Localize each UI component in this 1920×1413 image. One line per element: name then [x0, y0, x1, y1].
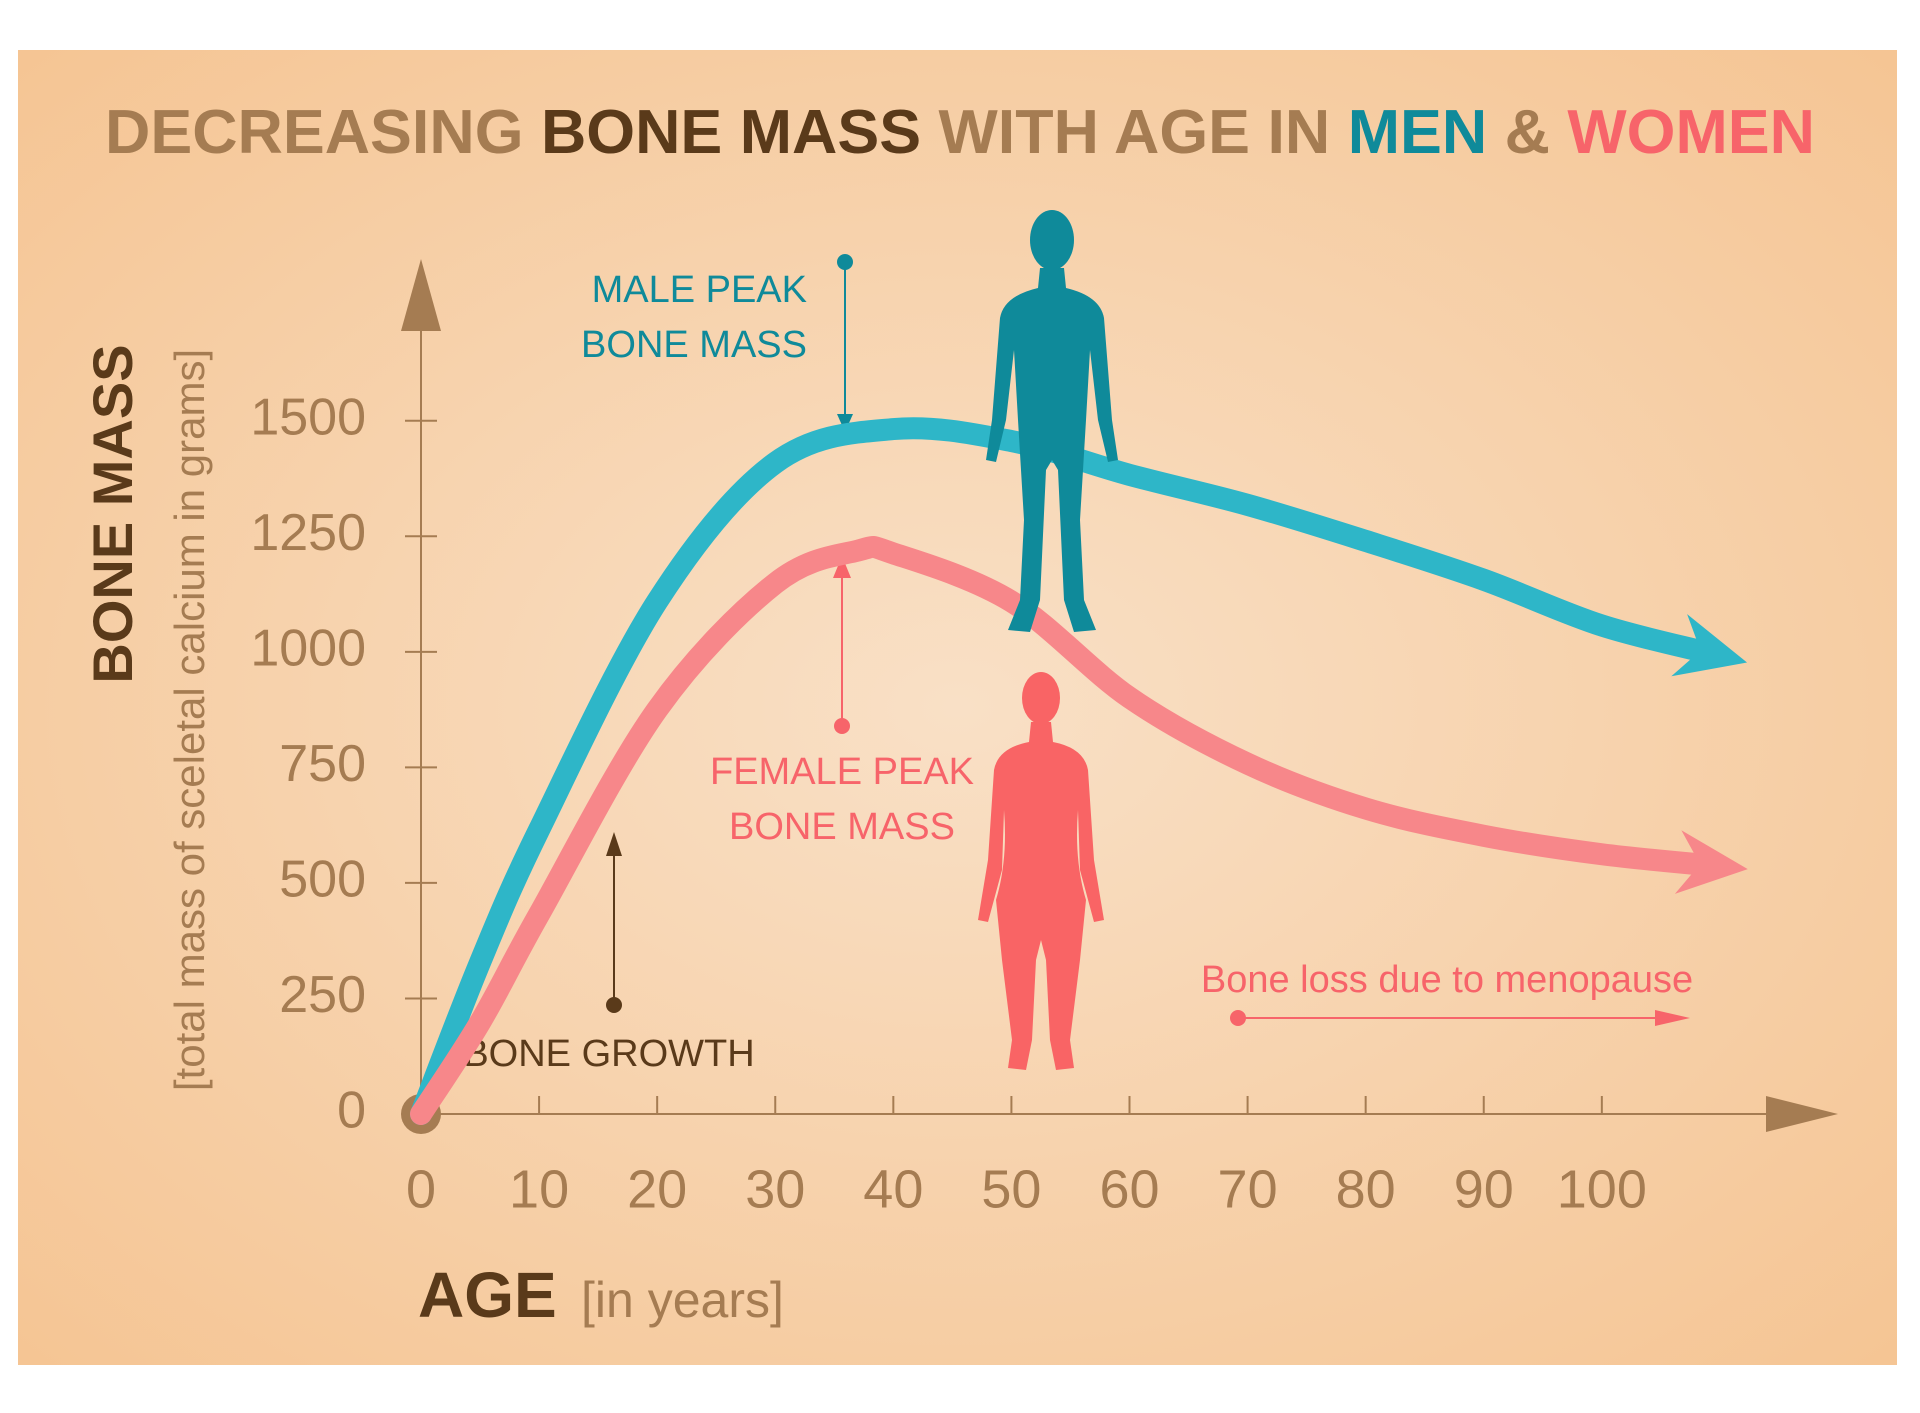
y-axis-label: BONE MASS — [81, 344, 144, 683]
title-part: BONE MASS — [541, 98, 921, 167]
annotation: FEMALE PEAK — [710, 751, 974, 793]
x-tick-label: 20 — [627, 1159, 687, 1219]
annotation: BONE MASS — [729, 806, 955, 848]
x-tick-label: 50 — [981, 1159, 1041, 1219]
male-silhouette — [986, 210, 1118, 632]
x-tick-label: 90 — [1454, 1159, 1514, 1219]
x-tick-label: 60 — [1099, 1159, 1159, 1219]
female-silhouette — [978, 672, 1104, 1070]
x-axis-arrow — [1766, 1096, 1838, 1132]
x-tick-label: 80 — [1336, 1159, 1396, 1219]
x-tick-label: 40 — [863, 1159, 923, 1219]
y-tick-label: 0 — [337, 1082, 366, 1140]
y-tick-label: 1500 — [250, 388, 366, 446]
y-tick-label: 500 — [279, 851, 366, 909]
pointer-arrow — [606, 832, 622, 856]
annotation: BONE GROWTH — [463, 1033, 754, 1075]
y-axis-arrow — [401, 259, 441, 331]
title-part: WOMEN — [1567, 98, 1815, 167]
title-part: MEN — [1348, 98, 1487, 167]
x-tick-label: 100 — [1557, 1159, 1647, 1219]
x-tick-label: 30 — [745, 1159, 805, 1219]
y-tick-label: 1000 — [250, 620, 366, 678]
pointer-arrow — [837, 414, 853, 432]
plot: 0 250 500 750 1000 1250 1500 0 10 20 30 40 50 60 70 80 9… — [250, 259, 1838, 1219]
series-arrowhead — [1671, 614, 1748, 677]
x-tick-label: 0 — [406, 1159, 436, 1219]
x-axis-sublabel: [in years] — [581, 1272, 784, 1328]
title-part: DECREASING — [105, 98, 524, 167]
x-tick-label: 70 — [1218, 1159, 1278, 1219]
background — [18, 50, 1897, 1365]
series-arrowhead — [1674, 830, 1748, 894]
y-tick-label: 250 — [279, 966, 366, 1024]
series-line — [410, 417, 1731, 1125]
annotation: BONE MASS — [581, 324, 807, 366]
y-tick-label: 1250 — [250, 504, 366, 562]
pointer-arrow — [1655, 1010, 1690, 1026]
annotation: MALE PEAK — [592, 269, 807, 311]
title-part: & — [1505, 98, 1550, 167]
pointer-arrow — [833, 556, 851, 578]
series-line — [410, 535, 1731, 1125]
annotation: Bone loss due to menopause — [1201, 959, 1693, 1001]
title-part: WITH AGE IN — [939, 98, 1331, 167]
x-axis-label: AGE — [418, 1259, 557, 1331]
y-axis-sublabel: [total mass of sceletal calcium in grams… — [166, 349, 213, 1091]
x-tick-label: 10 — [509, 1159, 569, 1219]
y-tick-label: 750 — [279, 735, 366, 793]
chart-title: DECREASING BONE MASS WITH AGE IN MEN & W… — [105, 98, 1815, 167]
